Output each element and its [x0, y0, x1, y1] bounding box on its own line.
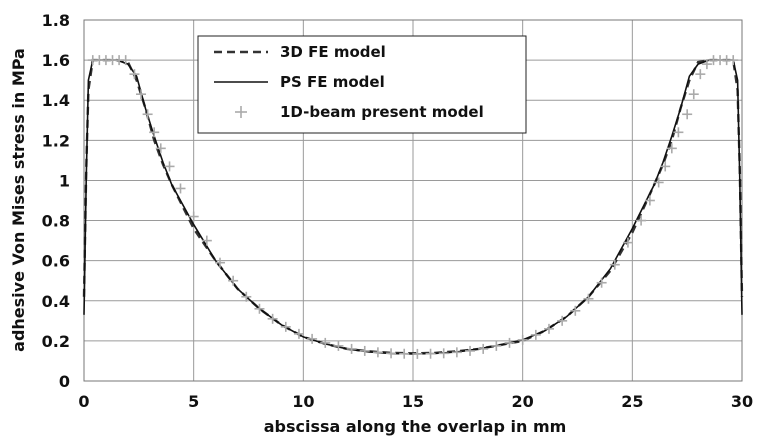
data-point-marker	[120, 55, 131, 66]
data-point-marker	[609, 259, 620, 270]
data-point-marker	[136, 89, 147, 100]
y-tick-label: 1.2	[42, 131, 70, 150]
x-tick-label: 10	[292, 392, 314, 411]
x-tick-label: 30	[731, 392, 753, 411]
y-tick-label: 0.4	[42, 292, 70, 311]
data-point-marker	[557, 315, 568, 326]
data-point-marker	[142, 109, 153, 120]
data-point-marker	[175, 183, 186, 194]
data-point-marker	[596, 277, 607, 288]
data-point-marker	[530, 329, 541, 340]
data-point-marker	[451, 347, 462, 358]
data-point-marker	[517, 334, 528, 345]
data-point-marker	[570, 305, 581, 316]
data-point-marker	[320, 337, 331, 348]
data-point-marker	[636, 215, 647, 226]
data-point-marker	[267, 313, 278, 324]
data-point-marker	[372, 347, 383, 358]
data-point-marker	[728, 55, 739, 66]
x-tick-label: 20	[512, 392, 534, 411]
x-tick-label: 5	[188, 392, 199, 411]
data-point-marker	[214, 257, 225, 268]
data-point-marker	[241, 291, 252, 302]
data-point-marker	[333, 340, 344, 351]
y-tick-label: 0	[59, 372, 70, 391]
data-point-marker	[491, 340, 502, 351]
data-point-marker	[425, 348, 436, 359]
x-axis-ticks: 0 5 10 15 20 25 30	[78, 392, 753, 411]
data-point-marker	[155, 143, 166, 154]
y-axis-ticks: 0 0.2 0.4 0.6 0.8 1 1.2 1.4 1.6 1.8	[42, 11, 70, 391]
data-point-marker	[188, 211, 199, 222]
x-axis-label: abscissa along the overlap in mm	[264, 417, 567, 436]
data-point-marker	[412, 348, 423, 359]
data-point-marker	[164, 161, 175, 172]
data-point-marker	[682, 109, 693, 120]
y-tick-label: 0.8	[42, 212, 70, 231]
x-tick-label: 0	[78, 392, 89, 411]
series-layer	[82, 55, 744, 359]
data-point-marker	[438, 348, 449, 359]
data-point-marker	[346, 343, 357, 354]
data-point-marker	[201, 235, 212, 246]
data-point-marker	[228, 275, 239, 286]
y-tick-label: 1.6	[42, 51, 70, 70]
data-point-marker	[673, 127, 684, 138]
legend-label: 1D-beam present model	[280, 103, 484, 121]
y-axis-label: adhesive Von Mises stress in MPa	[9, 48, 28, 352]
data-point-marker	[280, 321, 291, 332]
y-tick-label: 0.2	[42, 332, 70, 351]
data-point-marker	[478, 343, 489, 354]
data-point-marker	[644, 195, 655, 206]
y-tick-label: 1.8	[42, 11, 70, 30]
data-point-marker	[583, 293, 594, 304]
data-point-marker	[293, 328, 304, 339]
plot-area-frame	[83, 19, 743, 382]
data-point-marker	[465, 345, 476, 356]
data-point-marker	[254, 303, 265, 314]
data-point-marker	[399, 348, 410, 359]
data-point-marker	[622, 237, 633, 248]
data-point-marker	[543, 323, 554, 334]
x-tick-label: 15	[402, 392, 424, 411]
legend-marker	[235, 106, 247, 118]
data-point-marker	[386, 348, 397, 359]
legend: 3D FE model PS FE model 1D-beam present mo…	[197, 35, 527, 134]
x-tick-label: 25	[621, 392, 643, 411]
legend-label: 3D FE model	[280, 43, 386, 61]
data-point-marker	[129, 69, 140, 80]
data-point-marker	[504, 337, 515, 348]
y-tick-label: 1.4	[42, 91, 70, 110]
data-point-marker	[695, 69, 706, 80]
legend-label: PS FE model	[280, 73, 385, 91]
y-tick-label: 1	[59, 171, 70, 190]
data-point-marker	[666, 143, 677, 154]
legend-box	[197, 35, 527, 134]
data-point-marker	[653, 177, 664, 188]
data-point-marker	[149, 127, 160, 138]
data-point-marker	[701, 59, 712, 70]
data-point-marker	[359, 345, 370, 356]
data-point-marker	[307, 333, 318, 344]
data-point-marker	[688, 89, 699, 100]
y-tick-label: 0.6	[42, 252, 70, 271]
data-point-marker	[660, 161, 671, 172]
